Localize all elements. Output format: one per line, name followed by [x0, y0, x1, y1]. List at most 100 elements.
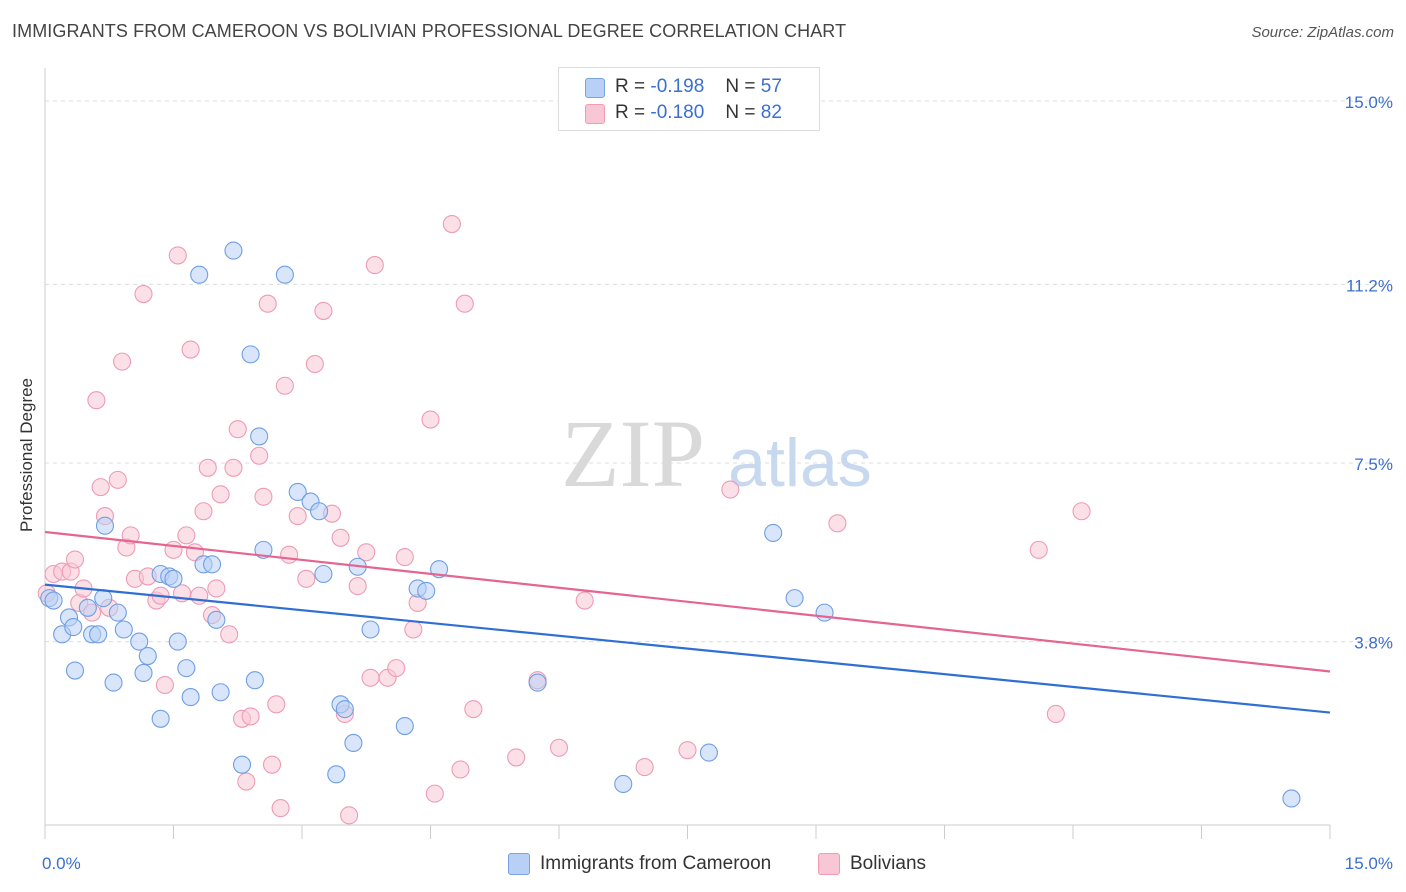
legend-bolivians-swatch — [818, 853, 840, 875]
bolivians-r-value: -0.180 — [650, 102, 705, 123]
bolivians-point-78 — [828, 514, 847, 533]
bolivians-point-62 — [395, 548, 414, 567]
bolivians-point-25 — [177, 526, 196, 545]
bolivians-point-75 — [635, 758, 654, 777]
cameroon-point-5 — [65, 661, 85, 680]
bolivians-point-61 — [387, 659, 406, 678]
bolivians-point-32 — [207, 579, 226, 598]
x-tick-label-1: 15.0% — [1345, 854, 1393, 873]
cameroon-r-value: -0.198 — [650, 76, 705, 97]
bolivians-point-80 — [1046, 704, 1065, 724]
cameroon-stats: R = -0.198 N = 57 — [615, 76, 782, 98]
bolivians-point-39 — [241, 707, 260, 726]
bolivians-point-70 — [464, 700, 483, 719]
cameroon-point-54 — [785, 589, 804, 608]
bolivians-point-76 — [678, 741, 697, 760]
y-tick-label-1: 7.5% — [1354, 455, 1393, 474]
cameroon-point-18 — [151, 709, 170, 728]
chart-title: IMMIGRANTS FROM CAMEROON VS BOLIVIAN PRO… — [12, 21, 847, 41]
cameroon-trend-line — [44, 583, 1331, 714]
bolivians-point-48 — [288, 507, 307, 526]
bolivians-r-label: R = — [615, 102, 646, 123]
bolivians-point-22 — [164, 540, 183, 559]
bolivians-n-label: N = — [725, 102, 756, 123]
watermark: ZIP atlas — [561, 400, 872, 507]
cameroon-point-35 — [275, 265, 294, 284]
bolivians-point-13 — [113, 352, 132, 371]
bolivians-stats: R = -0.180 N = 82 — [615, 102, 782, 124]
cameroon-point-38 — [310, 502, 329, 521]
y-tick-label-2: 11.2% — [1346, 276, 1393, 295]
stats-legend: R = -0.198 N = 57 R = -0.180 N = 82 — [558, 67, 820, 131]
bolivians-point-77 — [721, 480, 740, 499]
bolivians-point-74 — [575, 591, 594, 610]
bolivians-point-38 — [237, 772, 256, 791]
bolivians-point-17 — [134, 284, 153, 304]
cameroon-point-14 — [130, 632, 149, 651]
cameroon-point-29 — [224, 241, 243, 260]
cameroon-point-6 — [78, 598, 97, 617]
watermark-zip: ZIP — [561, 400, 705, 507]
bolivians-point-59 — [365, 256, 384, 275]
bolivians-point-43 — [262, 755, 282, 774]
bolivians-point-57 — [357, 543, 376, 562]
cameroon-point-27 — [207, 610, 226, 629]
bolivians-point-45 — [271, 799, 290, 818]
cameroon-points — [40, 241, 1301, 808]
source-credit: Source: ZipAtlas.com — [1251, 24, 1394, 41]
cameroon-point-10 — [95, 516, 115, 535]
cameroon-point-21 — [168, 632, 187, 651]
y-tick-label-3: 15.0% — [1345, 93, 1393, 112]
bolivians-point-68 — [451, 760, 470, 779]
bolivians-point-56 — [348, 577, 367, 596]
legend-bolivians-label: Bolivians — [850, 853, 927, 874]
bolivians-point-55 — [340, 806, 359, 825]
cameroon-point-11 — [104, 673, 123, 692]
bolivians-point-79 — [1029, 540, 1048, 559]
y-tick-label-0: 3.8% — [1354, 634, 1393, 653]
bolivians-swatch — [585, 104, 605, 124]
cameroon-point-15 — [134, 663, 153, 683]
bolivians-point-12 — [108, 470, 127, 489]
bolivians-point-46 — [275, 376, 294, 395]
cameroon-point-13 — [114, 620, 133, 639]
cameroon-point-56 — [1282, 789, 1301, 808]
bolivians-point-53 — [331, 528, 350, 547]
bolivians-point-23 — [168, 246, 187, 265]
bolivians-point-30 — [198, 458, 217, 477]
cameroon-point-50 — [528, 673, 547, 692]
x-tick-label-0: 0.0% — [42, 854, 81, 873]
bolivians-point-8 — [87, 391, 106, 410]
bolivians-point-71 — [507, 748, 526, 767]
cameroon-n-value: 57 — [760, 76, 782, 97]
cameroon-point-28 — [211, 683, 230, 702]
cameroon-swatch — [585, 78, 605, 98]
bolivians-point-47 — [280, 545, 299, 564]
cameroon-point-48 — [417, 581, 436, 600]
cameroon-point-16 — [138, 647, 157, 666]
bolivians-point-26 — [181, 340, 200, 359]
cameroon-point-45 — [361, 620, 380, 639]
bolivians-point-58 — [361, 668, 380, 687]
bolivians-point-40 — [250, 446, 269, 465]
cameroon-point-24 — [190, 265, 209, 284]
bolivians-point-65 — [421, 410, 440, 429]
bolivians-point-49 — [297, 569, 316, 588]
bolivians-point-66 — [425, 784, 444, 803]
legend-cameroon-label: Immigrants from Cameroon — [540, 853, 772, 874]
bolivians-point-33 — [211, 485, 230, 504]
bolivians-point-36 — [228, 420, 247, 439]
bolivians-point-15 — [121, 526, 140, 545]
bolivians-point-69 — [455, 294, 474, 313]
tick-labels: 3.8% 7.5% 11.2% 15.0% 0.0% 15.0% — [42, 93, 1393, 873]
bolivians-point-35 — [224, 458, 243, 477]
cameroon-point-52 — [699, 743, 718, 762]
bolivians-point-4 — [65, 550, 85, 569]
cameroon-point-4 — [64, 618, 83, 637]
bolivians-point-21 — [155, 675, 174, 695]
legend-cameroon-swatch — [508, 853, 530, 875]
bolivians-point-44 — [267, 695, 286, 714]
bolivians-point-34 — [220, 625, 239, 644]
bolivians-trend-line — [44, 530, 1331, 673]
